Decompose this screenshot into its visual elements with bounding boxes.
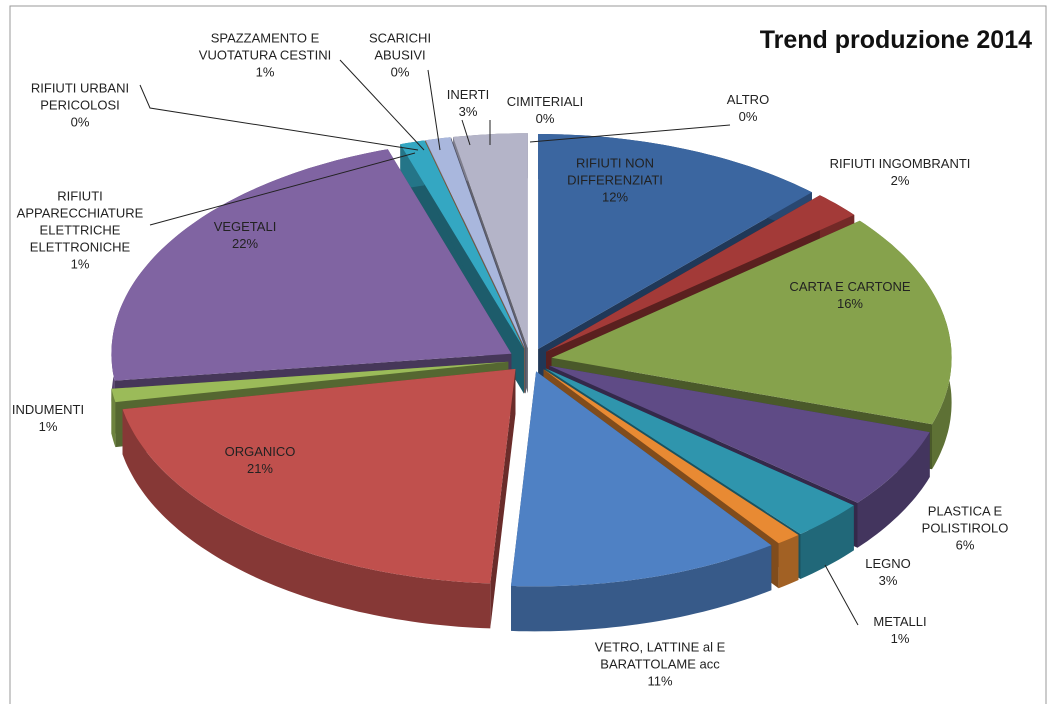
slice-label: CIMITERIALI 0%	[507, 93, 584, 127]
value-label: 1%	[70, 256, 90, 272]
slice	[546, 195, 855, 352]
slice-label: CARTA E CARTONE 16%	[789, 278, 910, 312]
slice-label: INERTI 3%	[447, 86, 489, 120]
value-label: 3%	[878, 573, 898, 588]
slice-edge	[800, 505, 854, 579]
value-label: 0%	[535, 111, 555, 126]
leader-line	[427, 69, 441, 151]
category-label: SCARICHI ABUSIVI	[368, 30, 432, 63]
value-label: 3%	[458, 104, 478, 119]
category-label: RIFIUTI URBANI PERICOLOSI	[30, 80, 130, 113]
slice-label: PLASTICA E POLISTIROLO 6%	[922, 503, 1009, 554]
leader-line	[461, 119, 471, 146]
slice-label: ORGANICO 21%	[225, 443, 296, 477]
slice-label: SCARICHI ABUSIVI 0%	[369, 30, 431, 81]
slice-label: VETRO, LATTINE al E BARATTOLAME acc 11%	[595, 639, 726, 690]
category-label: INDUMENTI	[11, 402, 85, 417]
slice	[111, 361, 509, 403]
value-label: 22%	[231, 236, 259, 251]
value-label: 1%	[38, 419, 58, 434]
category-label: RIFIUTI NON DIFFERENZIATI	[567, 155, 663, 188]
slice	[551, 220, 952, 425]
category-label: LEGNO	[865, 556, 911, 571]
slice-label: INDUMENTI 1%	[12, 401, 84, 435]
slice	[400, 140, 524, 349]
category-label: PLASTICA E POLISTIROLO	[921, 503, 1009, 536]
slice-side	[490, 368, 516, 629]
chart-frame	[9, 5, 1047, 704]
category-label: ORGANICO	[224, 444, 296, 459]
value-label: 12%	[601, 189, 629, 205]
slice-label: SPAZZAMENTO E VUOTATURA CESTINI 1%	[199, 30, 331, 81]
slice-edge	[778, 535, 799, 589]
value-label: 11%	[647, 673, 673, 689]
category-label: VEGETALI	[213, 219, 277, 234]
value-label: 1%	[890, 631, 910, 646]
category-label: METALLI	[873, 614, 927, 629]
slice	[122, 368, 516, 584]
leader-line	[149, 152, 416, 226]
category-label: ALTRO	[726, 92, 770, 107]
slice	[450, 137, 526, 349]
slice-label: RIFIUTI URBANI PERICOLOSI 0%	[31, 80, 129, 131]
category-label: CARTA E CARTONE	[789, 279, 911, 294]
slice-label: LEGNO 3%	[865, 555, 911, 589]
value-label: 6%	[955, 537, 975, 553]
value-label: 0%	[738, 109, 758, 124]
chart-title: Trend produzione 2014	[759, 26, 1032, 54]
slice	[511, 371, 772, 587]
category-label: RIFIUTI INGOMBRANTI	[829, 156, 971, 171]
category-label: VETRO, LATTINE al E BARATTOLAME acc	[594, 639, 726, 672]
slice-edge	[111, 388, 116, 448]
slice-label: RIFIUTI NON DIFFERENZIATI 12%	[567, 155, 663, 206]
leader-line	[529, 124, 731, 143]
value-label: 2%	[890, 173, 910, 188]
slice-label: RIFIUTI APPARECCHIATURE ELETTRICHE ELETT…	[17, 188, 144, 273]
slice-edge	[122, 409, 491, 629]
slice	[425, 137, 526, 349]
value-label: 0%	[390, 64, 410, 80]
slice	[545, 368, 854, 534]
slice	[549, 365, 930, 503]
category-label: INERTI	[446, 87, 490, 102]
slice-edge	[511, 545, 772, 632]
slice	[543, 369, 799, 544]
slice-label: VEGETALI 22%	[214, 218, 277, 252]
slice-edge	[857, 432, 930, 548]
value-label: 1%	[255, 64, 275, 80]
leader-line	[139, 84, 419, 151]
category-label: RIFIUTI APPARECCHIATURE ELETTRICHE ELETT…	[16, 188, 144, 255]
value-label: 21%	[246, 461, 274, 476]
slice-label: METALLI 1%	[873, 613, 926, 647]
leader-line	[824, 564, 859, 626]
slice	[111, 149, 512, 381]
category-label: CIMITERIALI	[506, 94, 584, 109]
slice-label: ALTRO 0%	[727, 91, 769, 125]
value-label: 16%	[836, 296, 864, 311]
category-label: SPAZZAMENTO E VUOTATURA CESTINI	[198, 30, 332, 63]
slice-label: RIFIUTI INGOMBRANTI 2%	[830, 155, 971, 189]
slice	[538, 134, 812, 349]
value-label: 0%	[70, 114, 90, 130]
leader-line	[339, 59, 425, 151]
slice	[453, 133, 528, 349]
